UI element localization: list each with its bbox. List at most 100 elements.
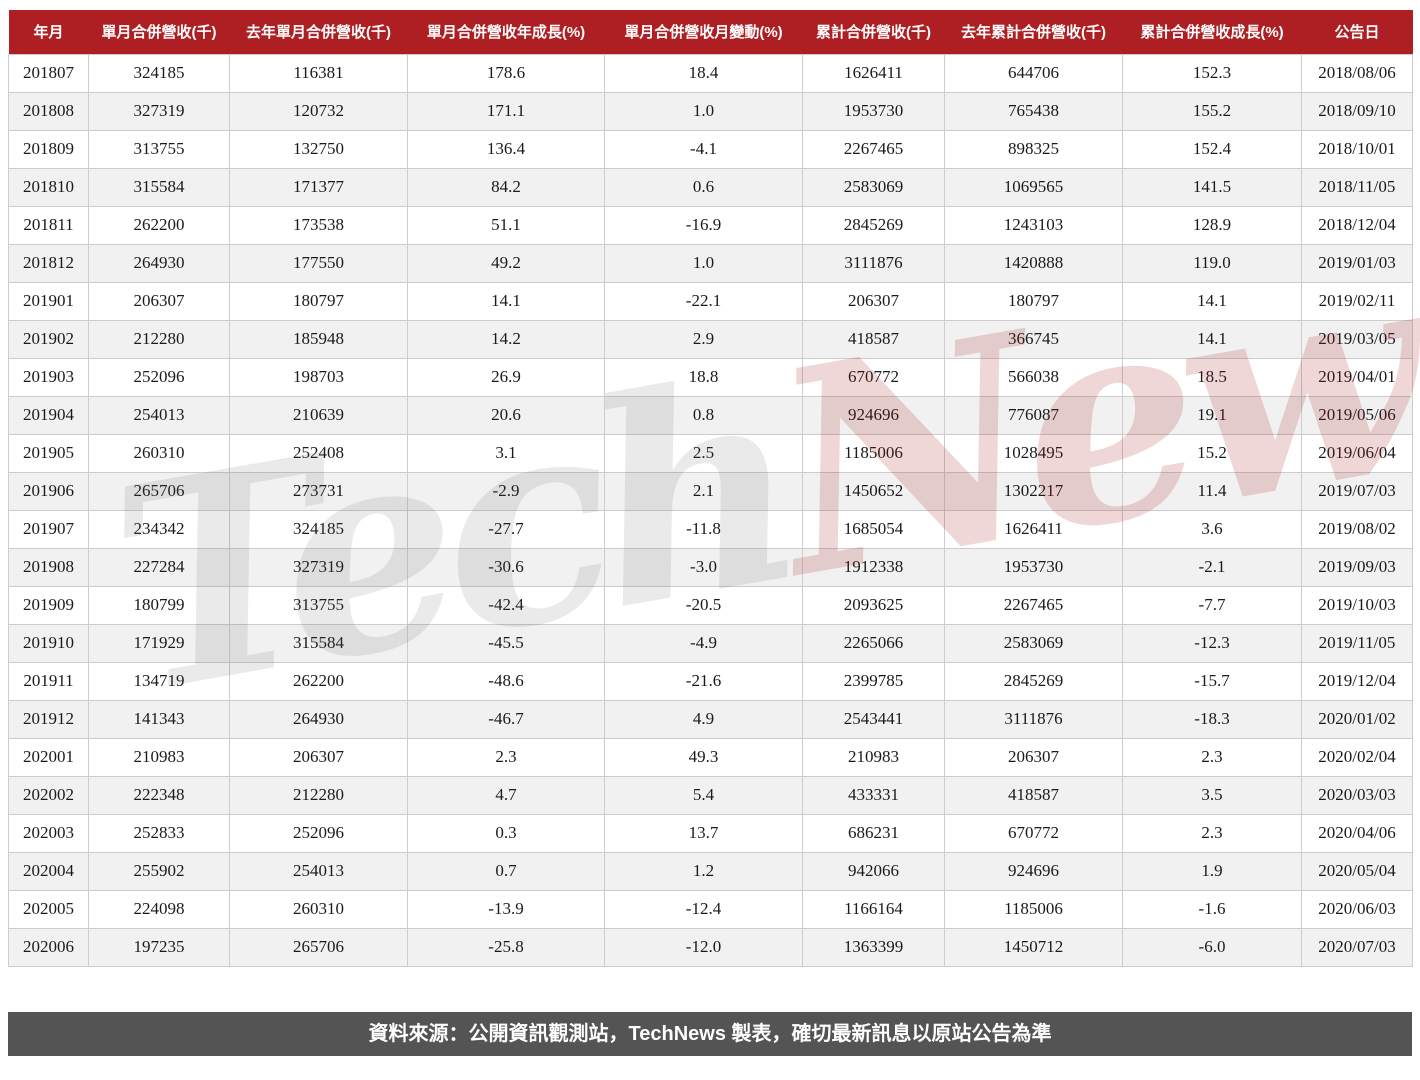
- table-cell: 2.3: [1122, 737, 1302, 777]
- column-header: 去年累計合併營收(千): [944, 10, 1123, 54]
- table-cell: 2265066: [802, 623, 945, 663]
- table-cell: 686231: [802, 813, 945, 853]
- table-cell: -4.9: [604, 623, 803, 663]
- table-cell: 210639: [229, 395, 408, 435]
- table-cell: -22.1: [604, 281, 803, 321]
- table-cell: 20.6: [407, 395, 605, 435]
- table-cell: 1953730: [802, 91, 945, 131]
- table-cell: -30.6: [407, 547, 605, 587]
- table-cell: 155.2: [1122, 91, 1302, 131]
- table-cell: 2.5: [604, 433, 803, 473]
- table-cell: 128.9: [1122, 205, 1302, 245]
- table-cell: 2020/07/03: [1301, 927, 1413, 967]
- table-cell: 2019/09/03: [1301, 547, 1413, 587]
- table-cell: 254013: [229, 851, 408, 891]
- table-cell: 898325: [944, 129, 1123, 169]
- table-cell: 18.5: [1122, 357, 1302, 397]
- table-cell: 206307: [88, 281, 230, 321]
- table-cell: 11.4: [1122, 471, 1302, 511]
- table-cell: -2.1: [1122, 547, 1302, 587]
- table-cell: 315584: [229, 623, 408, 663]
- table-cell: 2019/10/03: [1301, 585, 1413, 625]
- table-cell: 0.8: [604, 395, 803, 435]
- table-cell: 201809: [8, 129, 89, 169]
- table-cell: 265706: [229, 927, 408, 967]
- table-cell: 324185: [229, 509, 408, 549]
- table-cell: 327319: [88, 91, 230, 131]
- table-cell: 201906: [8, 471, 89, 511]
- table-cell: 566038: [944, 357, 1123, 397]
- table-cell: 2019/04/01: [1301, 357, 1413, 397]
- table-cell: 201908: [8, 547, 89, 587]
- table-cell: 2019/07/03: [1301, 471, 1413, 511]
- table-row: 202004 255902 254013 0.7 1.2 942066 924696 1.9 2…: [8, 851, 1413, 891]
- table-cell: 14.1: [407, 281, 605, 321]
- table-cell: -20.5: [604, 585, 803, 625]
- table-cell: 201811: [8, 205, 89, 245]
- table-cell: 1.0: [604, 91, 803, 131]
- table-row: 202005 224098 260310 -13.9 -12.4 1166164 11850…: [8, 889, 1413, 929]
- table-cell: 418587: [802, 319, 945, 359]
- table-cell: 134719: [88, 661, 230, 701]
- table-cell: 201812: [8, 243, 89, 283]
- table-cell: 1363399: [802, 927, 945, 967]
- table-cell: 210983: [88, 737, 230, 777]
- table-cell: 2020/03/03: [1301, 775, 1413, 815]
- column-header: 單月合併營收(千): [88, 10, 230, 54]
- table-cell: 3.5: [1122, 775, 1302, 815]
- table-cell: 2845269: [944, 661, 1123, 701]
- table-cell: 202006: [8, 927, 89, 967]
- table-cell: 273731: [229, 471, 408, 511]
- table-cell: 1166164: [802, 889, 945, 929]
- table-cell: 0.6: [604, 167, 803, 207]
- table-cell: 262200: [229, 661, 408, 701]
- table-cell: 2093625: [802, 585, 945, 625]
- table-cell: 202001: [8, 737, 89, 777]
- table-cell: 198703: [229, 357, 408, 397]
- table-cell: 264930: [229, 699, 408, 739]
- table-row: 202001 210983 206307 2.3 49.3 210983 206307 2.3…: [8, 737, 1413, 777]
- column-header: 累計合併營收(千): [802, 10, 945, 54]
- table-row: 201908 227284 327319 -30.6 -3.0 1912338 195373…: [8, 547, 1413, 587]
- table-cell: 2019/06/04: [1301, 433, 1413, 473]
- table-cell: -12.3: [1122, 623, 1302, 663]
- table-cell: -42.4: [407, 585, 605, 625]
- table-cell: 3111876: [944, 699, 1123, 739]
- table-cell: 1302217: [944, 471, 1123, 511]
- table-cell: 418587: [944, 775, 1123, 815]
- table-cell: 2583069: [944, 623, 1123, 663]
- table-cell: 152.3: [1122, 53, 1302, 93]
- table-cell: 222348: [88, 775, 230, 815]
- table-cell: 0.7: [407, 851, 605, 891]
- table-cell: -1.6: [1122, 889, 1302, 929]
- table-cell: 260310: [229, 889, 408, 929]
- table-cell: 1450652: [802, 471, 945, 511]
- table-cell: 2018/09/10: [1301, 91, 1413, 131]
- table-cell: 1450712: [944, 927, 1123, 967]
- table-row: 201903 252096 198703 26.9 18.8 670772 566038 18…: [8, 357, 1413, 397]
- table-cell: 924696: [944, 851, 1123, 891]
- table-cell: 206307: [229, 737, 408, 777]
- table-cell: 18.8: [604, 357, 803, 397]
- table-cell: 313755: [88, 129, 230, 169]
- table-cell: 254013: [88, 395, 230, 435]
- table-cell: 26.9: [407, 357, 605, 397]
- table-row: 201811 262200 173538 51.1 -16.9 2845269 124310…: [8, 205, 1413, 245]
- table-cell: 2018/11/05: [1301, 167, 1413, 207]
- table-cell: 1028495: [944, 433, 1123, 473]
- table-cell: 2583069: [802, 167, 945, 207]
- table-cell: 1243103: [944, 205, 1123, 245]
- table-cell: 433331: [802, 775, 945, 815]
- table-cell: -13.9: [407, 889, 605, 929]
- table-cell: 2543441: [802, 699, 945, 739]
- table-cell: 119.0: [1122, 243, 1302, 283]
- table-cell: 180797: [229, 281, 408, 321]
- table-cell: 1912338: [802, 547, 945, 587]
- table-cell: 210983: [802, 737, 945, 777]
- table-cell: 252096: [229, 813, 408, 853]
- table-cell: -7.7: [1122, 585, 1302, 625]
- table-cell: 2.3: [407, 737, 605, 777]
- table-cell: 2267465: [944, 585, 1123, 625]
- table-cell: 4.9: [604, 699, 803, 739]
